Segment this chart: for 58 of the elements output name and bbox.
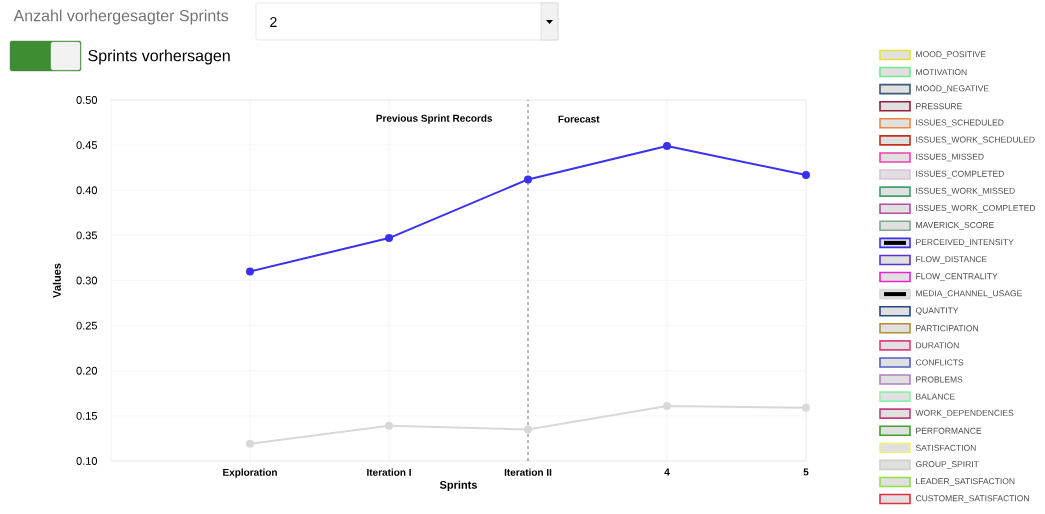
annotation: Previous Sprint Records xyxy=(376,114,493,124)
legend-label: ISSUES_SCHEDULED xyxy=(916,119,1004,128)
legend-label: PERFORMANCE xyxy=(916,427,982,434)
point xyxy=(246,439,255,448)
annotation: Forecast xyxy=(558,115,600,123)
legend-label: ISSUES_WORK_SCHEDULED xyxy=(916,136,1035,145)
legend-label: FLOW_DISTANCE xyxy=(916,256,987,264)
legend-label: WORK_DEPENDENCIES xyxy=(915,409,1014,418)
legend-label: ISSUES_COMPLETED xyxy=(916,170,1004,179)
text: Sprints vorhersagen xyxy=(88,49,230,65)
y-tick-label: 0.10 xyxy=(76,457,98,465)
y-tick-label: 0.50 xyxy=(76,96,98,104)
y-tick-label: 0.35 xyxy=(76,231,98,240)
legend-label: SATISFACTION xyxy=(915,444,976,451)
point xyxy=(385,421,394,430)
legend-label: MOOD_NEGATIVE xyxy=(916,85,989,93)
text: Anzahl vorhergesagter Sprints xyxy=(13,9,229,25)
x-axis-title: Sprints xyxy=(439,480,477,491)
x-tick-label: 5 xyxy=(803,468,809,476)
legend-label: ISSUES_MISSED xyxy=(916,153,984,162)
legend-label: PERCEIVED_INTENSITY xyxy=(916,239,1014,247)
legend-label: MAVERICK_SCORE xyxy=(916,221,994,230)
legend-label: PROBLEMS xyxy=(916,376,963,383)
point xyxy=(524,175,532,184)
legend-label: PRESSURE xyxy=(916,103,962,110)
legend-label: CONFLICTS xyxy=(915,359,964,366)
legend-label: MOTIVATION xyxy=(916,69,967,76)
point xyxy=(663,142,671,151)
text: 2 xyxy=(270,17,277,27)
legend-label: DURATION xyxy=(916,342,959,349)
legend-label: FLOW_CENTRALITY xyxy=(916,273,998,281)
y-tick-label: 0.40 xyxy=(76,186,98,195)
legend-label: MOOD_POSITIVE xyxy=(916,51,986,59)
point xyxy=(663,401,671,410)
legend-label: BALANCE xyxy=(916,393,955,400)
legend-label: QUANTITY xyxy=(915,307,959,315)
legend-label: ISSUES_WORK_MISSED xyxy=(916,187,1015,196)
x-tick-label: Iteration I xyxy=(367,468,411,476)
point xyxy=(802,170,810,179)
y-tick-label: 0.20 xyxy=(76,366,98,375)
legend-label: MEDIA_CHANNEL_USAGE xyxy=(916,290,1022,298)
y-tick-label: 0.25 xyxy=(76,321,98,330)
point xyxy=(802,403,810,412)
point xyxy=(246,267,255,276)
legend-label: CUSTOMER_SATISFACTION xyxy=(915,495,1029,503)
legend-label: LEADER_SATISFACTION xyxy=(916,478,1015,486)
legend-label: PARTICIPATION xyxy=(916,325,978,332)
y-axis-title: Values xyxy=(52,263,61,298)
x-tick-label: 4 xyxy=(664,468,670,476)
point xyxy=(385,234,394,243)
legend-label: GROUP_SPIRIT xyxy=(915,461,979,469)
y-tick-label: 0.15 xyxy=(76,411,98,420)
legend-label: ISSUES_WORK_COMPLETED xyxy=(916,204,1036,213)
point xyxy=(524,425,532,434)
x-tick-label: Iteration II xyxy=(504,468,552,476)
y-tick-label: 0.45 xyxy=(76,141,98,150)
y-tick-label: 0.30 xyxy=(76,276,98,285)
x-tick-label: Exploration xyxy=(223,468,277,478)
